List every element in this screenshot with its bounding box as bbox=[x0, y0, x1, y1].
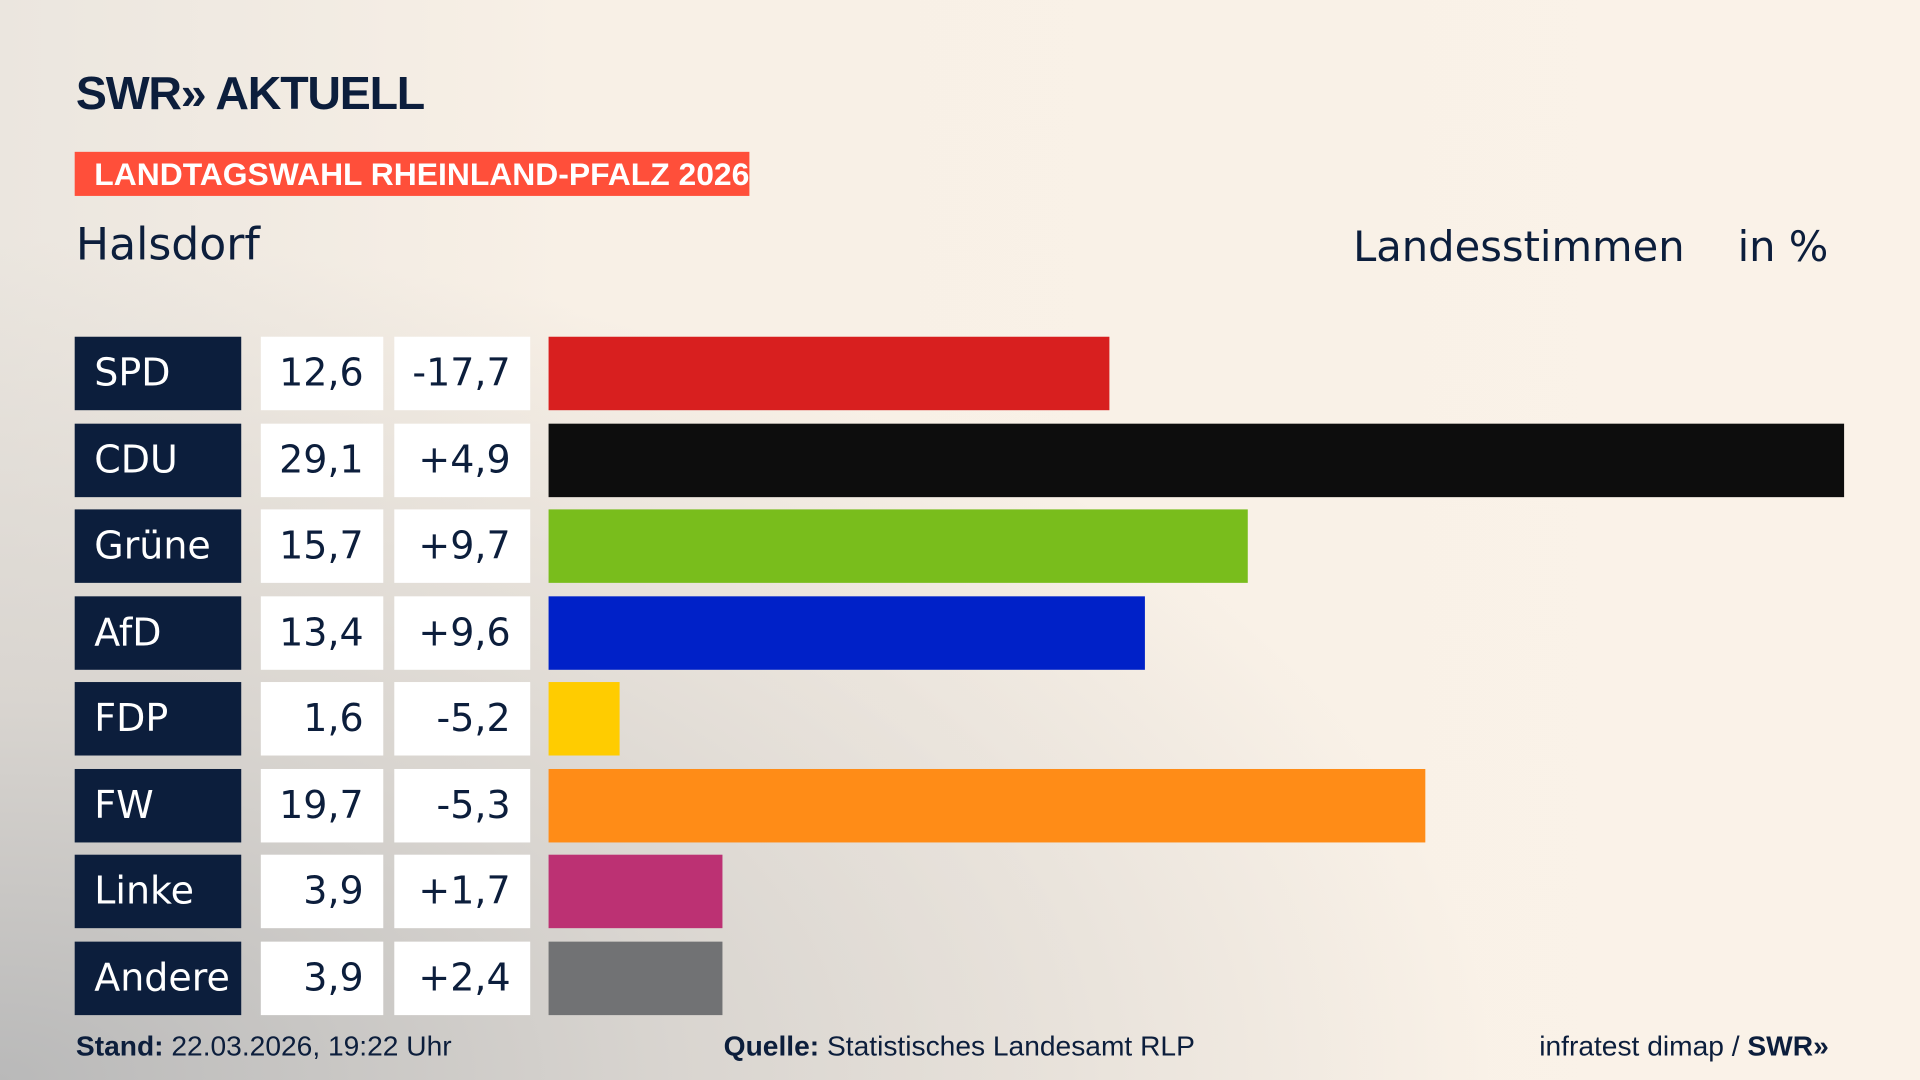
party-label: SPD bbox=[74, 336, 242, 411]
value-label: 13,4 bbox=[260, 595, 384, 670]
diff-label: -5,2 bbox=[394, 682, 531, 756]
party-label: Linke bbox=[74, 854, 242, 929]
source-label: Quelle: bbox=[723, 1029, 820, 1062]
party-label: CDU bbox=[74, 423, 242, 497]
bar-cdu bbox=[548, 423, 1845, 497]
diff-label: +4,9 bbox=[394, 423, 531, 497]
source-info: Quelle: Statistisches Landesamt RLP bbox=[724, 1030, 1195, 1063]
diff-label: -5,3 bbox=[394, 768, 531, 842]
bar-fw bbox=[548, 768, 1426, 842]
value-label: 15,7 bbox=[260, 509, 384, 583]
measure-label: Landesstimmen bbox=[1353, 222, 1685, 272]
value-label: 29,1 bbox=[260, 423, 384, 497]
diff-label: +2,4 bbox=[394, 941, 531, 1015]
unit-label: in % bbox=[1737, 222, 1829, 272]
party-label: FDP bbox=[74, 682, 242, 756]
diff-label: -17,7 bbox=[394, 336, 531, 411]
election-tag: LANDTAGSWAHL RHEINLAND-PFALZ 2026 bbox=[74, 151, 750, 196]
value-label: 3,9 bbox=[260, 854, 384, 929]
bar-grüne bbox=[548, 509, 1248, 583]
party-label: AfD bbox=[74, 595, 242, 670]
bar-afd bbox=[548, 595, 1146, 670]
diff-label: +1,7 bbox=[394, 854, 531, 929]
stand-value: 22.03.2026, 19:22 Uhr bbox=[171, 1029, 452, 1062]
diff-label: +9,6 bbox=[394, 595, 531, 670]
bar-fdp bbox=[548, 682, 620, 756]
stand-label: Stand: bbox=[75, 1029, 164, 1062]
value-label: 1,6 bbox=[260, 682, 384, 756]
party-label: FW bbox=[74, 768, 242, 842]
swr-aktuell-logo: SWR» AKTUELL bbox=[75, 68, 425, 121]
stand-info: Stand: 22.03.2026, 19:22 Uhr bbox=[76, 1030, 452, 1063]
bar-andere bbox=[548, 941, 723, 1015]
value-label: 12,6 bbox=[260, 336, 384, 411]
region-title: Halsdorf bbox=[75, 220, 260, 271]
party-label: Grüne bbox=[74, 509, 242, 583]
value-label: 19,7 bbox=[260, 768, 384, 842]
credit-text: infratest dimap / bbox=[1539, 1029, 1748, 1062]
credit: infratest dimap / SWR» bbox=[1539, 1030, 1829, 1063]
bar-linke bbox=[548, 854, 723, 929]
party-label: Andere bbox=[74, 941, 242, 1015]
source-value: Statistisches Landesamt RLP bbox=[826, 1029, 1195, 1062]
swr-logo: SWR» bbox=[1747, 1029, 1829, 1062]
diff-label: +9,7 bbox=[394, 509, 531, 583]
bar-spd bbox=[548, 336, 1110, 411]
value-label: 3,9 bbox=[260, 941, 384, 1015]
